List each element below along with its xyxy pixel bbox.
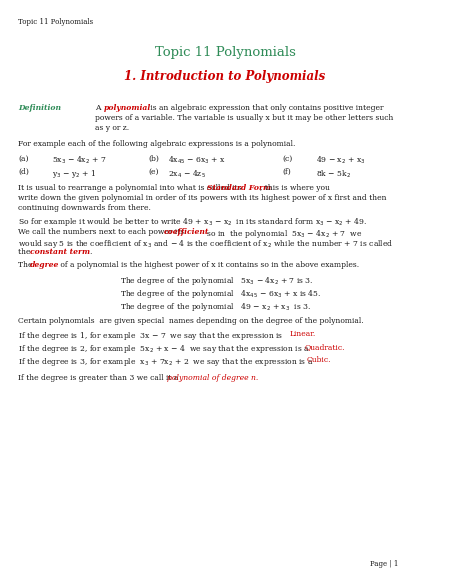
Text: The degree of the polynomial   4x$_{45}$ $-$ 6x$_3$ + x is 45.: The degree of the polynomial 4x$_{45}$ $…: [120, 288, 321, 300]
Text: (e): (e): [148, 168, 158, 176]
Text: A: A: [95, 104, 103, 112]
Text: Page | 1: Page | 1: [370, 560, 398, 568]
Text: Topic 11 Polynomials: Topic 11 Polynomials: [154, 46, 296, 59]
Text: (a): (a): [18, 155, 28, 163]
Text: so in  the polynomial  5x$_3$ $-$ 4x$_2$ + 7  we: so in the polynomial 5x$_3$ $-$ 4x$_2$ +…: [204, 228, 362, 240]
Text: If the degree is 1, for example  3x $-$ 7  we say that the expression is: If the degree is 1, for example 3x $-$ 7…: [18, 330, 284, 342]
Text: So for example it would be better to write 49 + x$_3$ $-$ x$_2$  in its standard: So for example it would be better to wri…: [18, 216, 367, 228]
Text: 5x$_3$ $-$ 4x$_2$ + 7: 5x$_3$ $-$ 4x$_2$ + 7: [52, 155, 107, 166]
Text: It is usual to rearrange a polynomial into what is called its: It is usual to rearrange a polynomial in…: [18, 184, 244, 192]
Text: the: the: [18, 248, 33, 256]
Text: polynomial of degree n.: polynomial of degree n.: [167, 374, 258, 382]
Text: If the degree is 2, for example  5x$_2$ + x $-$ 4  we say that the expression is: If the degree is 2, for example 5x$_2$ +…: [18, 343, 310, 355]
Text: would say 5 is the coefficient of x$_3$ and $-$ 4 is the coefficient of x$_2$ wh: would say 5 is the coefficient of x$_3$ …: [18, 238, 394, 250]
Text: continuing downwards from there.: continuing downwards from there.: [18, 204, 151, 212]
Text: Quadratic.: Quadratic.: [305, 343, 346, 351]
Text: We call the numbers next to each power its: We call the numbers next to each power i…: [18, 228, 186, 236]
Text: 49 $-$ x$_2$ + x$_3$: 49 $-$ x$_2$ + x$_3$: [316, 155, 365, 166]
Text: coefficient: coefficient: [164, 228, 209, 236]
Text: 8k $-$ 5k$_2$: 8k $-$ 5k$_2$: [316, 168, 351, 179]
Text: Topic 11 Polynomials: Topic 11 Polynomials: [18, 18, 93, 26]
Text: (c): (c): [282, 155, 292, 163]
Text: constant term: constant term: [30, 248, 90, 256]
Text: polynomial: polynomial: [104, 104, 151, 112]
Text: 4x$_{45}$ $-$ 6x$_3$ + x: 4x$_{45}$ $-$ 6x$_3$ + x: [168, 155, 226, 166]
Text: Certain polynomials  are given special  names depending on the degree of the pol: Certain polynomials are given special na…: [18, 317, 364, 325]
Text: Linear.: Linear.: [290, 330, 316, 338]
Text: For example each of the following algebraic expressions is a polynomial.: For example each of the following algebr…: [18, 140, 295, 148]
Text: 2x$_4$ $-$ 4z$_5$: 2x$_4$ $-$ 4z$_5$: [168, 168, 206, 179]
Text: as y or z.: as y or z.: [95, 124, 129, 132]
Text: is an algebraic expression that only contains positive integer: is an algebraic expression that only con…: [148, 104, 383, 112]
Text: The degree of the polynomial   5x$_3$ $-$ 4x$_2$ + 7 is 3.: The degree of the polynomial 5x$_3$ $-$ …: [120, 275, 314, 287]
Text: Standard Form: Standard Form: [207, 184, 271, 192]
Text: Definition: Definition: [18, 104, 61, 112]
Text: degree: degree: [30, 261, 59, 269]
Text: powers of a variable. The variable is usually x but it may be other letters such: powers of a variable. The variable is us…: [95, 114, 393, 122]
Text: The degree of the polynomial   49 $-$ x$_2$ + x$_3$  is 3.: The degree of the polynomial 49 $-$ x$_2…: [120, 301, 311, 313]
Text: The: The: [18, 261, 35, 269]
Text: of a polynomial is the highest power of x it contains so in the above examples.: of a polynomial is the highest power of …: [58, 261, 359, 269]
Text: , this is where you: , this is where you: [260, 184, 330, 192]
Text: (b): (b): [148, 155, 159, 163]
Text: .: .: [89, 248, 91, 256]
Text: If the degree is greater than 3 we call it a: If the degree is greater than 3 we call …: [18, 374, 181, 382]
Text: write down the given polynomial in order of its powers with its highest power of: write down the given polynomial in order…: [18, 194, 387, 202]
Text: (f): (f): [282, 168, 291, 176]
Text: If the degree is 3, for example  x$_3$ + 7x$_2$ + 2  we say that the expression : If the degree is 3, for example x$_3$ + …: [18, 356, 314, 368]
Text: y$_3$ $-$ y$_2$ + 1: y$_3$ $-$ y$_2$ + 1: [52, 168, 96, 180]
Text: Cubic.: Cubic.: [307, 356, 332, 364]
Text: 1. Introduction to Polynomials: 1. Introduction to Polynomials: [124, 70, 326, 83]
Text: (d): (d): [18, 168, 29, 176]
